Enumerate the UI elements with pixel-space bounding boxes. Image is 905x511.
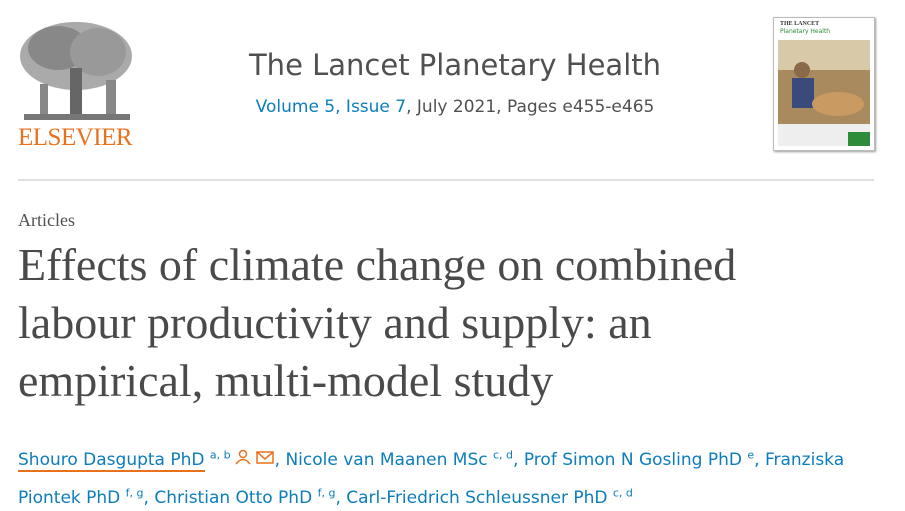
author-name[interactable]: Nicole van Maanen MSc	[285, 449, 488, 470]
author-separator: ,	[143, 488, 149, 509]
author[interactable]: Nicole van Maanen MSc c, d,	[285, 448, 519, 470]
author-list: Shouro Dasgupta PhD a, b, Nicole van Maa…	[18, 438, 888, 511]
author-affiliations[interactable]: f, g	[317, 486, 336, 500]
article-title: Effects of climate change on combined la…	[18, 239, 737, 406]
journal-title[interactable]: The Lancet Planetary Health	[248, 48, 662, 82]
author[interactable]: Franziska Piontek PhD f, g,	[18, 450, 844, 509]
publisher-name: ELSEVIER	[18, 124, 133, 151]
author-affiliations[interactable]: e	[747, 448, 755, 461]
article-type: Articles	[18, 210, 75, 230]
issue-info: Volume 5, Issue 7, July 2021, Pages e455…	[200, 97, 710, 117]
author[interactable]: Shouro Dasgupta PhD a, b,	[18, 448, 281, 472]
elsevier-tree-logo	[20, 22, 132, 120]
author-name[interactable]: Shouro Dasgupta PhD	[18, 449, 205, 472]
cover-subtitle: Planetary Health	[780, 28, 831, 35]
author[interactable]: Prof Simon N Gosling PhD e,	[523, 448, 760, 470]
author-name[interactable]: Prof Simon N Gosling PhD	[523, 449, 742, 470]
author-affiliations[interactable]: a, b	[209, 448, 231, 461]
author-affiliations[interactable]: c, d	[493, 448, 514, 461]
author-affiliations[interactable]: f, g	[125, 486, 144, 500]
issue-link[interactable]: Volume 5, Issue 7	[255, 97, 407, 117]
author[interactable]: Carl-Friedrich Schleussner PhD c, d	[346, 486, 633, 509]
author-affiliations[interactable]: c, d	[612, 486, 633, 500]
header-divider	[18, 179, 874, 181]
author-name[interactable]: Christian Otto PhD	[154, 488, 313, 509]
author-separator: ,	[754, 449, 760, 470]
author-separator: ,	[335, 488, 341, 509]
author-separator: ,	[513, 449, 519, 470]
author[interactable]: Christian Otto PhD f, g,	[154, 486, 341, 509]
author-separator: ,	[274, 449, 281, 470]
author-name[interactable]: Franziska Piontek PhD	[18, 449, 845, 509]
author-icons[interactable]	[235, 449, 275, 465]
journal-cover[interactable]: THE LANCET Planetary Health	[773, 17, 875, 151]
issue-details: , July 2021, Pages e455-e465	[406, 97, 655, 117]
cover-brand: THE LANCET	[780, 21, 820, 27]
cover-image	[778, 40, 870, 146]
author-name[interactable]: Carl-Friedrich Schleussner PhD	[346, 488, 608, 509]
